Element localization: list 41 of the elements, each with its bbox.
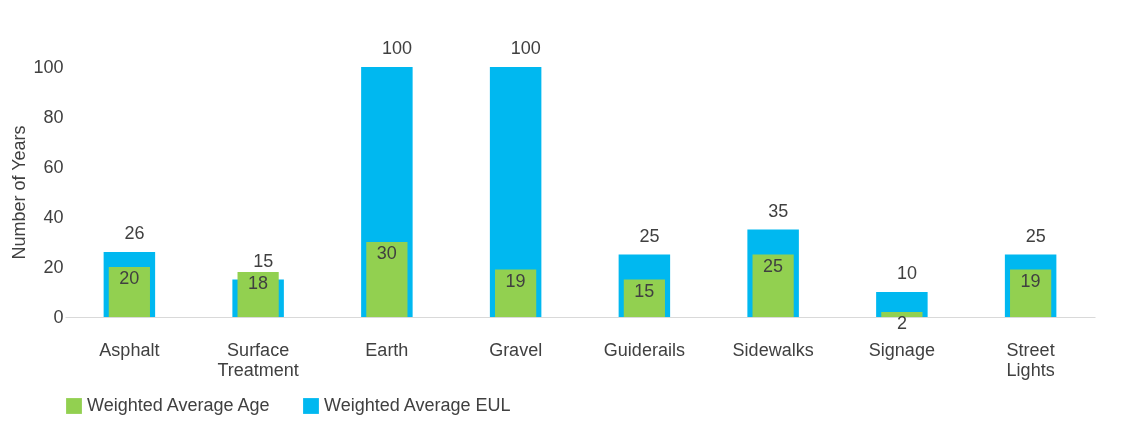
y-axis-title: Number of Years [9, 125, 30, 260]
bar [623, 279, 665, 317]
x-tick-label: Earth [365, 339, 409, 360]
y-tick-label: 100 [33, 56, 64, 77]
bar [366, 242, 408, 317]
bar [1010, 269, 1052, 317]
data-label: 18 [248, 273, 269, 293]
data-label: 25 [1025, 225, 1046, 246]
x-tick-label: Asphalt [99, 339, 160, 360]
bar [108, 267, 150, 317]
y-tick-label: 40 [43, 206, 64, 227]
x-tick-label: Street Lights [1006, 339, 1055, 380]
x-tick-label: Signage [868, 339, 935, 360]
data-label: 25 [763, 255, 784, 276]
data-label: 19 [505, 270, 526, 291]
data-label: 35 [768, 200, 789, 221]
data-label: 15 [634, 280, 655, 301]
legend-label: Weighted Average Age [87, 395, 270, 415]
bar [881, 312, 923, 317]
data-label: 100 [381, 38, 412, 58]
x-tick-label: Surface Treatment [217, 339, 299, 380]
data-label: 19 [1020, 270, 1041, 291]
x-tick-label: Gravel [489, 339, 543, 360]
y-tick-label: 0 [53, 306, 64, 327]
data-label: 10 [896, 263, 917, 283]
bar [752, 254, 794, 317]
legend-label: Weighted Average EUL [324, 395, 511, 415]
y-tick-label: 60 [43, 156, 64, 177]
y-tick-label: 20 [43, 256, 64, 277]
data-label: 15 [253, 250, 274, 271]
data-label: 100 [510, 38, 541, 58]
data-label: 30 [376, 243, 397, 263]
y-tick-label: 80 [43, 106, 64, 127]
data-label: 25 [639, 225, 660, 246]
data-label: 2 [896, 313, 907, 333]
data-label: 26 [124, 223, 145, 243]
x-tick-label: Guiderails [603, 339, 685, 360]
bar [495, 269, 537, 317]
data-label: 20 [119, 268, 140, 288]
x-tick-label: Sidewalks [732, 339, 814, 360]
bar [237, 272, 279, 317]
